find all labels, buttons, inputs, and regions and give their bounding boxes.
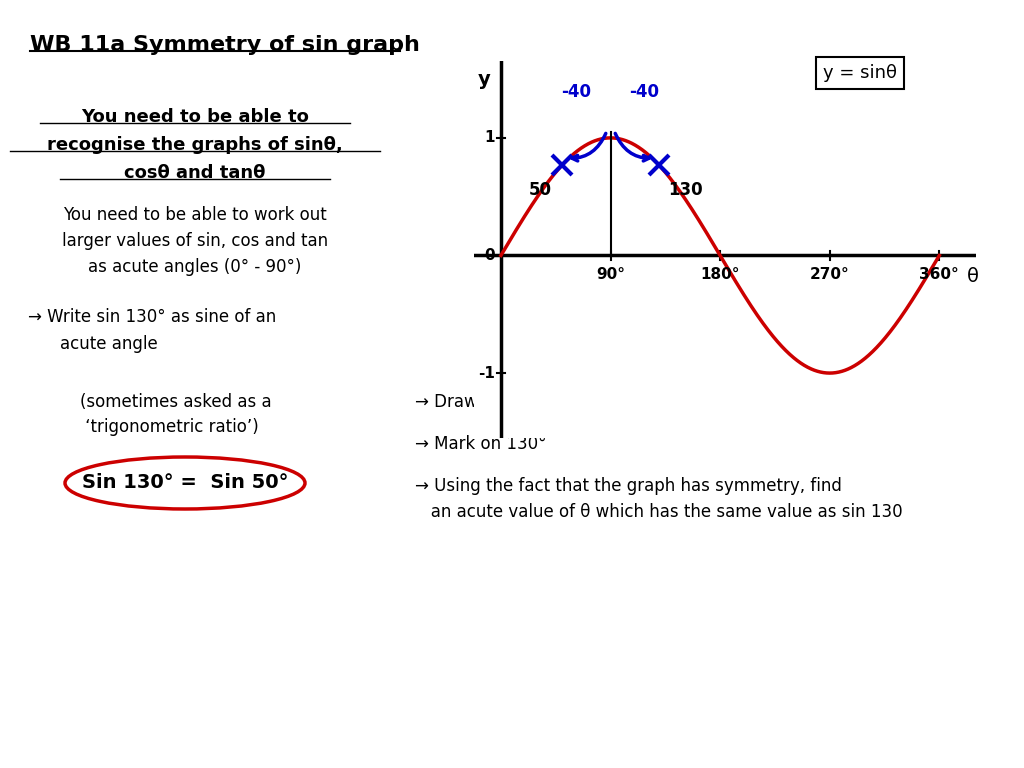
Text: y: y — [477, 70, 490, 88]
Text: 90°: 90° — [596, 267, 625, 283]
Text: 270°: 270° — [810, 267, 850, 283]
Text: 50: 50 — [529, 180, 552, 199]
Text: You need to be able to work out: You need to be able to work out — [63, 206, 327, 224]
Text: as acute angles (0° - 90°): as acute angles (0° - 90°) — [88, 258, 302, 276]
Text: → Using the fact that the graph has symmetry, find: → Using the fact that the graph has symm… — [415, 477, 842, 495]
Text: → Write sin 130° as sine of an: → Write sin 130° as sine of an — [28, 308, 276, 326]
Text: -40: -40 — [630, 83, 659, 101]
Text: → Draw a sketch of the graph: → Draw a sketch of the graph — [415, 393, 660, 411]
Text: Sin 130° =  Sin 50°: Sin 130° = Sin 50° — [82, 474, 288, 492]
Text: 360°: 360° — [920, 267, 959, 283]
Text: recognise the graphs of sinθ,: recognise the graphs of sinθ, — [47, 136, 343, 154]
Text: 1: 1 — [484, 131, 495, 145]
Text: You need to be able to: You need to be able to — [81, 108, 309, 126]
Text: -1: -1 — [478, 366, 495, 381]
Text: -40: -40 — [561, 83, 592, 101]
Text: an acute value of θ which has the same value as sin 130: an acute value of θ which has the same v… — [415, 503, 902, 521]
Text: 130: 130 — [668, 180, 702, 199]
Text: 180°: 180° — [700, 267, 740, 283]
Text: 0: 0 — [484, 248, 495, 263]
Text: acute angle: acute angle — [60, 335, 158, 353]
Text: (sometimes asked as a: (sometimes asked as a — [80, 393, 271, 411]
Text: cosθ and tanθ: cosθ and tanθ — [124, 164, 265, 182]
Text: → Mark on 130°: → Mark on 130° — [415, 435, 547, 453]
Text: θ: θ — [968, 267, 979, 286]
Text: larger values of sin, cos and tan: larger values of sin, cos and tan — [61, 232, 328, 250]
Text: WB 11a Symmetry of sin graph: WB 11a Symmetry of sin graph — [30, 35, 420, 55]
Text: ‘trigonometric ratio’): ‘trigonometric ratio’) — [80, 418, 259, 436]
Text: y = sinθ: y = sinθ — [823, 65, 897, 82]
